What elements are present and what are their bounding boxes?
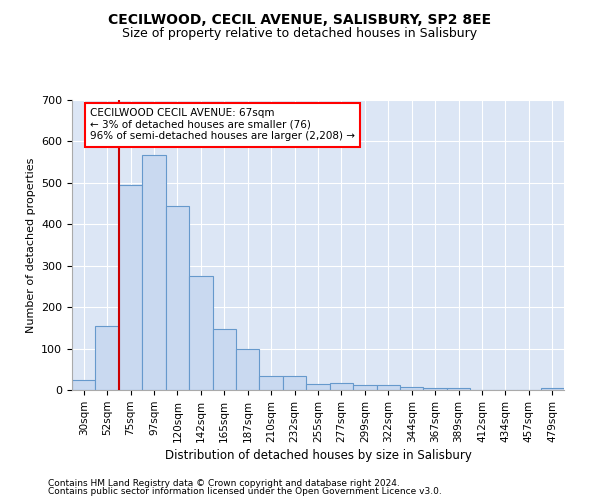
Bar <box>189 276 212 390</box>
X-axis label: Distribution of detached houses by size in Salisbury: Distribution of detached houses by size … <box>164 449 472 462</box>
Bar <box>212 329 236 390</box>
Bar <box>119 185 142 390</box>
Text: Contains HM Land Registry data © Crown copyright and database right 2024.: Contains HM Land Registry data © Crown c… <box>48 478 400 488</box>
Text: Size of property relative to detached houses in Salisbury: Size of property relative to detached ho… <box>122 28 478 40</box>
Bar <box>283 376 306 390</box>
Y-axis label: Number of detached properties: Number of detached properties <box>26 158 35 332</box>
Bar <box>306 384 330 390</box>
Bar <box>400 387 424 390</box>
Text: CECILWOOD, CECIL AVENUE, SALISBURY, SP2 8EE: CECILWOOD, CECIL AVENUE, SALISBURY, SP2 … <box>109 12 491 26</box>
Bar <box>541 388 564 390</box>
Bar <box>259 376 283 390</box>
Bar <box>95 326 119 390</box>
Bar <box>377 384 400 390</box>
Bar <box>236 350 259 390</box>
Text: CECILWOOD CECIL AVENUE: 67sqm
← 3% of detached houses are smaller (76)
96% of se: CECILWOOD CECIL AVENUE: 67sqm ← 3% of de… <box>90 108 355 142</box>
Bar <box>142 154 166 390</box>
Bar <box>166 206 189 390</box>
Text: Contains public sector information licensed under the Open Government Licence v3: Contains public sector information licen… <box>48 487 442 496</box>
Bar <box>424 388 447 390</box>
Bar <box>330 383 353 390</box>
Bar <box>72 380 95 390</box>
Bar <box>447 388 470 390</box>
Bar <box>353 384 377 390</box>
